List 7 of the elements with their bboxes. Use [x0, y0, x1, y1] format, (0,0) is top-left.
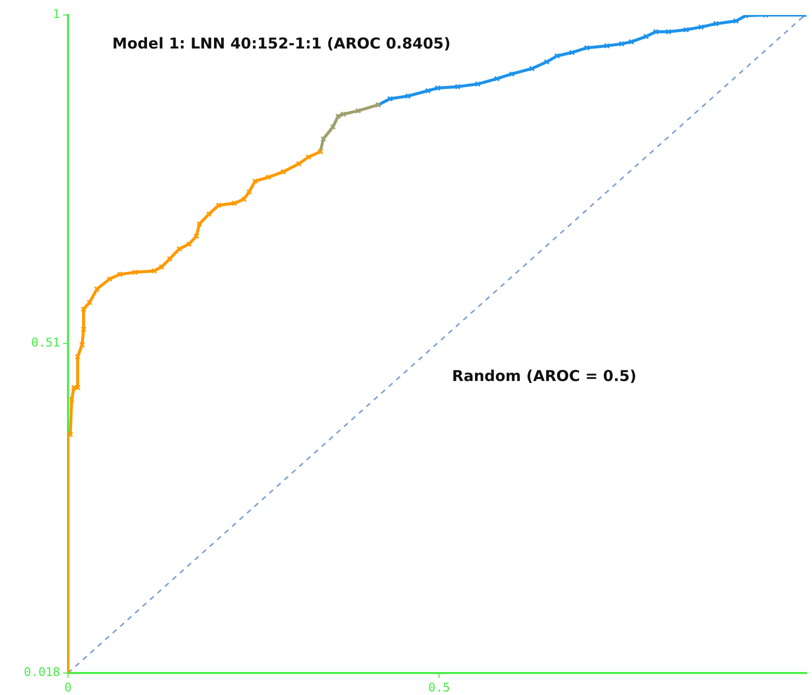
x-tick-label: 0 [64, 680, 72, 694]
x-tick-label: 0.5 [428, 680, 450, 694]
y-tick-label: 1 [52, 7, 60, 22]
annotation: Model 1: LNN 40:152-1:1 (AROC 0.8405) [112, 34, 451, 52]
y-tick-label: 0.51 [31, 335, 60, 350]
series-label: Random (AROC = 0.5) [452, 366, 636, 385]
y-tick-label: 0.018 [24, 665, 60, 680]
